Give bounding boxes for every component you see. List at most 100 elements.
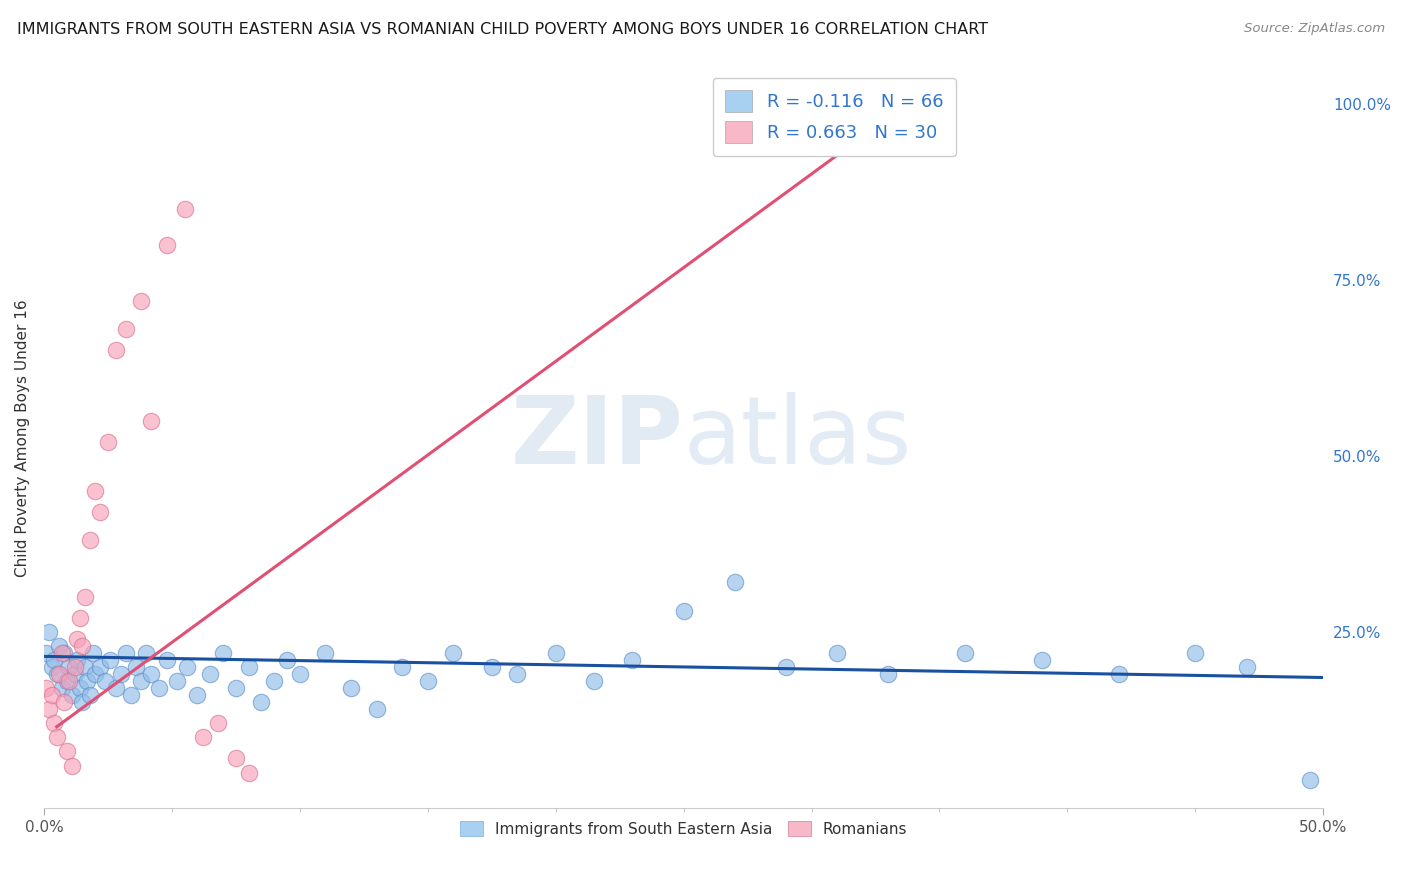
Point (48, 639, 70, 653)
Point (263, 673, 285, 688)
Point (56, 673, 79, 688)
Point (953, 646, 976, 660)
Point (225, 751, 247, 765)
Point (129, 673, 152, 688)
Point (391, 660, 413, 674)
Point (825, 646, 848, 660)
Point (48, 667, 70, 681)
Text: ZIP: ZIP (510, 392, 683, 484)
Point (120, 688, 142, 702)
Point (166, 673, 188, 688)
Point (69, 681, 91, 695)
Point (51, 646, 73, 660)
Point (1184, 646, 1206, 660)
Point (66, 653, 89, 667)
Point (35, 681, 58, 695)
Point (288, 667, 311, 681)
Point (104, 343, 127, 358)
Point (141, 667, 163, 681)
Point (775, 660, 797, 674)
Point (238, 765, 260, 780)
Legend: Immigrants from South Eastern Asia, Romanians: Immigrants from South Eastern Asia, Roma… (453, 814, 915, 845)
Point (114, 322, 136, 336)
Point (672, 604, 695, 618)
Point (212, 646, 235, 660)
Point (35, 646, 58, 660)
Point (73, 660, 96, 674)
Point (94, 673, 117, 688)
Point (114, 646, 136, 660)
Point (42, 653, 65, 667)
Point (73, 590, 96, 604)
Point (51, 681, 73, 695)
Point (238, 660, 260, 674)
Y-axis label: Child Poverty Among Boys Under 16: Child Poverty Among Boys Under 16 (15, 300, 30, 577)
Point (441, 646, 464, 660)
Point (1108, 667, 1130, 681)
Point (1031, 653, 1053, 667)
Point (173, 202, 195, 217)
Point (63, 660, 86, 674)
Point (58, 660, 80, 674)
Point (141, 413, 163, 427)
Text: IMMIGRANTS FROM SOUTH EASTERN ASIA VS ROMANIAN CHILD POVERTY AMONG BOYS UNDER 16: IMMIGRANTS FROM SOUTH EASTERN ASIA VS RO… (17, 22, 988, 37)
Point (42, 716, 65, 731)
Point (84, 667, 107, 681)
Point (340, 681, 363, 695)
Point (58, 673, 80, 688)
Point (135, 646, 157, 660)
Point (176, 660, 198, 674)
Point (60, 688, 83, 702)
Point (129, 293, 152, 308)
Point (66, 632, 89, 646)
Text: atlas: atlas (683, 392, 912, 484)
Point (76, 673, 98, 688)
Point (582, 673, 605, 688)
Point (250, 695, 273, 709)
Point (621, 653, 644, 667)
Point (481, 660, 503, 674)
Point (56, 744, 79, 758)
Point (314, 646, 336, 660)
Point (156, 653, 179, 667)
Point (38, 702, 60, 716)
Point (97, 434, 120, 449)
Point (104, 681, 127, 695)
Point (38, 624, 60, 639)
Point (45, 667, 67, 681)
Point (69, 610, 91, 624)
Point (60, 758, 83, 772)
Point (72, 695, 94, 709)
Point (1299, 772, 1322, 787)
Point (724, 575, 747, 590)
Point (63, 667, 86, 681)
Point (276, 653, 298, 667)
Point (148, 681, 170, 695)
Point (79, 688, 101, 702)
Point (72, 639, 94, 653)
Text: Source: ZipAtlas.com: Source: ZipAtlas.com (1244, 22, 1385, 36)
Point (506, 667, 529, 681)
Point (84, 483, 107, 498)
Point (53, 646, 76, 660)
Point (186, 688, 208, 702)
Point (225, 681, 247, 695)
Point (89, 505, 111, 519)
Point (89, 660, 111, 674)
Point (41, 688, 63, 702)
Point (877, 667, 900, 681)
Point (156, 237, 179, 252)
Point (110, 667, 132, 681)
Point (41, 660, 63, 674)
Point (125, 660, 148, 674)
Point (200, 667, 222, 681)
Point (53, 695, 76, 709)
Point (416, 673, 439, 688)
Point (79, 533, 101, 548)
Point (100, 653, 122, 667)
Point (82, 646, 104, 660)
Point (45, 731, 67, 745)
Point (191, 731, 214, 745)
Point (1236, 660, 1258, 674)
Point (544, 646, 567, 660)
